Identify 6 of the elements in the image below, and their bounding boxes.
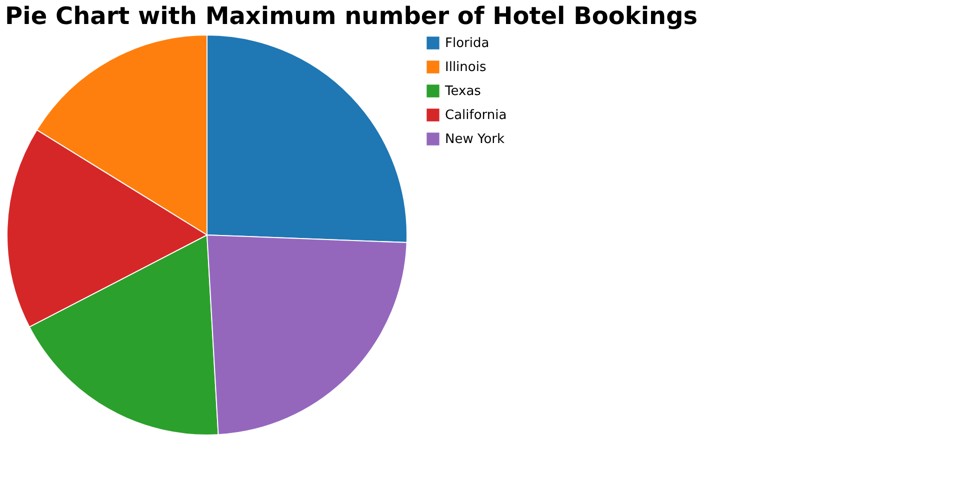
legend-label: California (445, 108, 507, 123)
legend-label: New York (445, 132, 505, 147)
legend-label: Illinois (445, 60, 486, 75)
legend-label: Texas (444, 84, 482, 99)
legend-label: Florida (445, 36, 490, 51)
chart-title: Pie Chart with Maximum number of Hotel Bookings (5, 2, 698, 30)
